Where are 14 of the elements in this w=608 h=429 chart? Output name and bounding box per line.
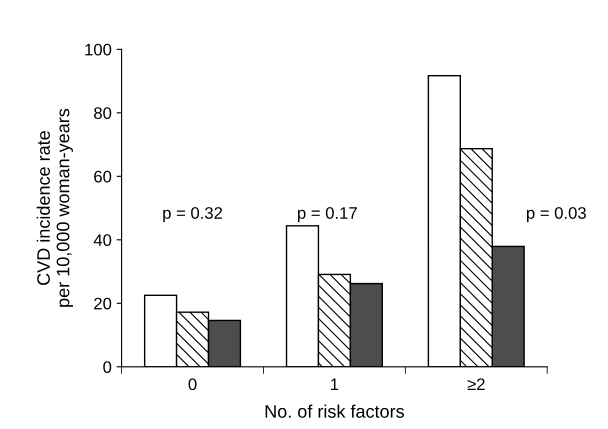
annotation: p = 0.03 [526,207,586,222]
y-tick-label: 80 [94,107,112,120]
y-tick-label: 20 [94,298,112,310]
x-tick-label: 0 [188,378,197,390]
y-tick-label: 0 [103,361,112,373]
x-axis-title: No. of risk factors [266,404,404,418]
x-tick-label: ≥2 [468,378,485,390]
annotation: p = 0.32 [163,207,222,222]
y-tick-label: 40 [94,234,112,246]
y-tick-label: 100 [85,44,112,56]
y-tick-label: 60 [94,170,112,183]
annotation: p = 0.17 [298,207,357,222]
y-axis-title: CVD incidence rate per 10,000 woman-years [36,108,73,307]
x-tick-label: 1 [331,378,338,390]
